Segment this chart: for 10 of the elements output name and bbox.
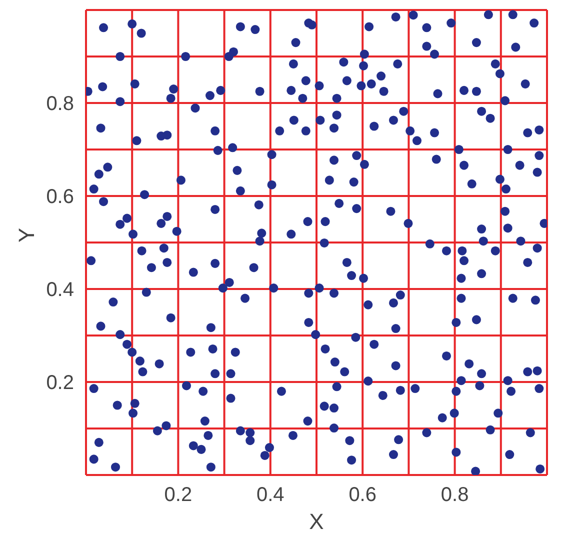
x-tick-label: 0.4 bbox=[256, 484, 284, 506]
y-tick-label: 0.4 bbox=[46, 279, 74, 302]
x-tick-label: 0.8 bbox=[440, 484, 469, 506]
y-tick-label: 0.8 bbox=[46, 93, 74, 116]
y-tick-label: 0.2 bbox=[46, 372, 74, 394]
x-axis-title: X bbox=[309, 509, 324, 534]
x-tick-label: 0.2 bbox=[164, 484, 192, 506]
y-axis-title: Y bbox=[14, 228, 39, 242]
x-tick-label: 0.6 bbox=[348, 484, 377, 506]
y-tick-label: 0.6 bbox=[46, 186, 74, 208]
